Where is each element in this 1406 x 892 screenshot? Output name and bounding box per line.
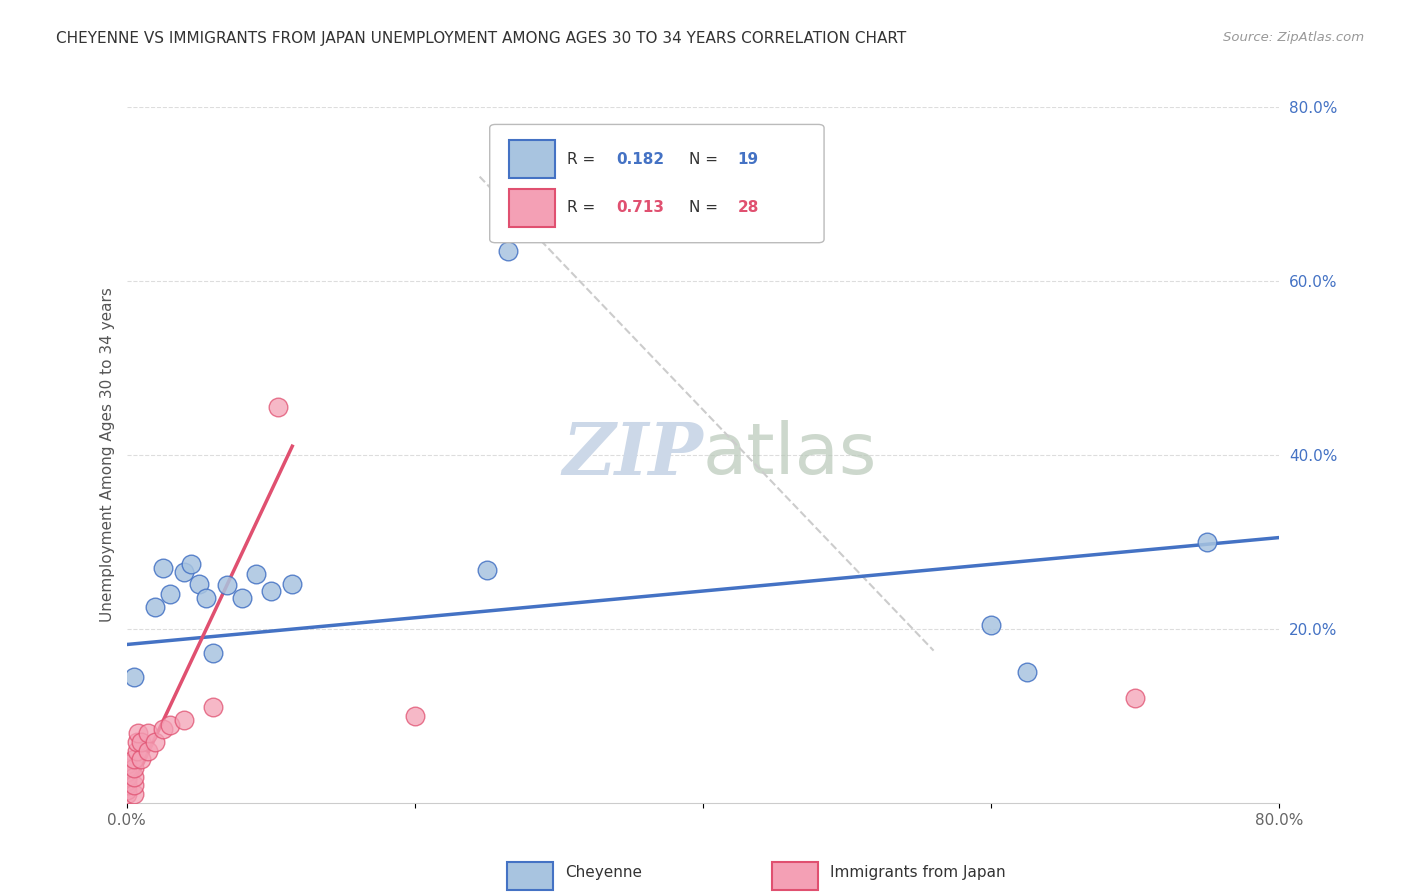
Point bbox=[122, 770, 145, 784]
Point bbox=[152, 561, 174, 575]
Point bbox=[217, 578, 239, 592]
Point bbox=[498, 244, 520, 258]
Point bbox=[115, 778, 138, 792]
Text: R =: R = bbox=[567, 201, 600, 216]
Text: ZIP: ZIP bbox=[562, 419, 703, 491]
FancyBboxPatch shape bbox=[508, 862, 553, 889]
Text: 28: 28 bbox=[738, 201, 759, 216]
Point bbox=[125, 735, 148, 749]
Point bbox=[475, 563, 498, 577]
Text: 19: 19 bbox=[738, 152, 759, 167]
Text: R =: R = bbox=[567, 152, 600, 167]
Point bbox=[122, 752, 145, 766]
Point bbox=[122, 761, 145, 775]
FancyBboxPatch shape bbox=[509, 189, 555, 227]
Point bbox=[173, 566, 195, 580]
Point bbox=[115, 782, 138, 797]
FancyBboxPatch shape bbox=[509, 140, 555, 178]
Text: N =: N = bbox=[689, 152, 723, 167]
Point bbox=[159, 717, 181, 731]
Point bbox=[980, 617, 1002, 632]
Text: 0.713: 0.713 bbox=[616, 201, 665, 216]
Point bbox=[115, 765, 138, 780]
Point bbox=[115, 774, 138, 789]
Text: Source: ZipAtlas.com: Source: ZipAtlas.com bbox=[1223, 31, 1364, 45]
Point bbox=[115, 761, 138, 775]
Point bbox=[129, 752, 152, 766]
Point bbox=[115, 756, 138, 771]
Text: Cheyenne: Cheyenne bbox=[565, 865, 641, 880]
Text: atlas: atlas bbox=[703, 420, 877, 490]
Point bbox=[115, 787, 138, 801]
Point bbox=[127, 726, 149, 740]
Text: CHEYENNE VS IMMIGRANTS FROM JAPAN UNEMPLOYMENT AMONG AGES 30 TO 34 YEARS CORRELA: CHEYENNE VS IMMIGRANTS FROM JAPAN UNEMPL… bbox=[56, 31, 907, 46]
Point bbox=[115, 770, 138, 784]
Point bbox=[202, 646, 225, 660]
Point bbox=[180, 557, 202, 571]
Point bbox=[136, 726, 159, 740]
Point bbox=[1017, 665, 1039, 680]
Point bbox=[152, 722, 174, 736]
Point bbox=[122, 670, 145, 684]
Point bbox=[245, 567, 267, 582]
Y-axis label: Unemployment Among Ages 30 to 34 years: Unemployment Among Ages 30 to 34 years bbox=[100, 287, 115, 623]
Point bbox=[173, 713, 195, 727]
FancyBboxPatch shape bbox=[772, 862, 818, 889]
Point bbox=[159, 587, 181, 601]
Point bbox=[122, 778, 145, 792]
Point bbox=[129, 735, 152, 749]
Point bbox=[145, 600, 166, 615]
Point bbox=[1123, 691, 1146, 706]
Point bbox=[281, 576, 304, 591]
FancyBboxPatch shape bbox=[489, 124, 824, 243]
Point bbox=[202, 700, 225, 714]
Point bbox=[231, 591, 253, 606]
Point bbox=[259, 584, 281, 599]
Point bbox=[1197, 534, 1219, 549]
Text: N =: N = bbox=[689, 201, 723, 216]
Point bbox=[136, 744, 159, 758]
Text: Immigrants from Japan: Immigrants from Japan bbox=[830, 865, 1005, 880]
Text: 0.182: 0.182 bbox=[616, 152, 665, 167]
Point bbox=[145, 735, 166, 749]
Point bbox=[122, 787, 145, 801]
Point bbox=[404, 708, 426, 723]
Point bbox=[194, 591, 217, 606]
Point bbox=[267, 400, 290, 414]
Point bbox=[125, 744, 148, 758]
Point bbox=[187, 576, 209, 591]
